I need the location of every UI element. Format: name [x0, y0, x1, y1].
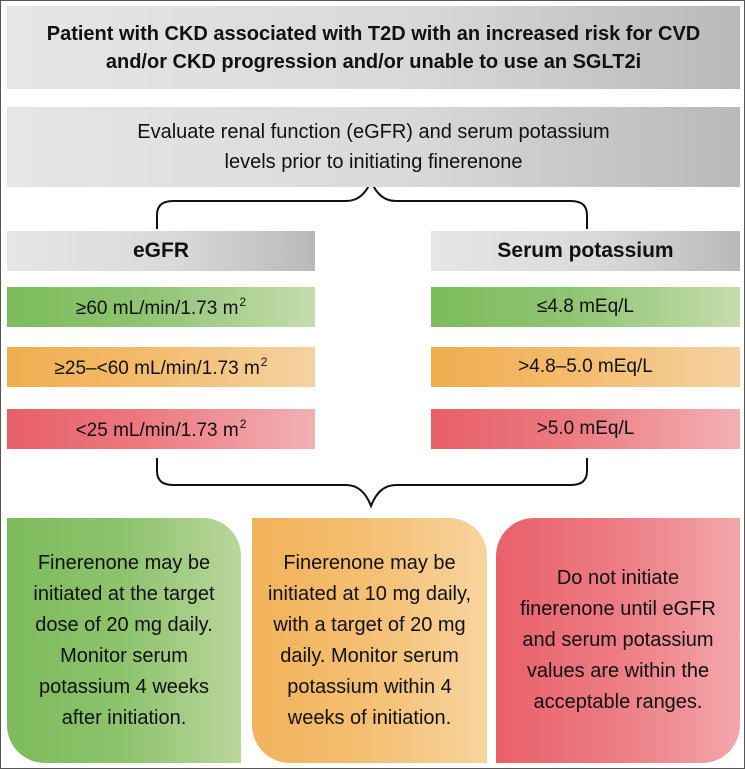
- potassium-heading: Serum potassium: [497, 239, 674, 262]
- potassium-row-label: ≤4.8 mEq/L: [536, 296, 635, 317]
- outcome-green: Finerenone may be initiated at the targe…: [7, 518, 241, 763]
- evaluate-text: Evaluate renal function (eGFR) and serum…: [137, 121, 610, 173]
- evaluate-box: Evaluate renal function (eGFR) and serum…: [7, 107, 740, 187]
- potassium-row-label: >4.8–5.0 mEq/L: [518, 356, 653, 377]
- egfr-row-label: ≥60 mL/min/1.73 m2: [75, 294, 247, 319]
- outcome-red-text: Do not initiate finerenone until eGFR an…: [520, 567, 716, 713]
- outcome-orange: Finerenone may be initiated at 10 mg dai…: [252, 518, 487, 763]
- outcome-green-text: Finerenone may be initiated at the targe…: [33, 551, 215, 729]
- top-brace: [156, 178, 588, 229]
- potassium-heading-box: Serum potassium: [431, 231, 740, 271]
- egfr-heading-box: eGFR: [7, 231, 315, 271]
- egfr-row-green: ≥60 mL/min/1.73 m2: [7, 287, 315, 327]
- egfr-row-red: <25 mL/min/1.73 m2: [7, 409, 315, 449]
- egfr-row-label: <25 mL/min/1.73 m2: [75, 416, 247, 441]
- potassium-row-red: >5.0 mEq/L: [431, 409, 740, 449]
- potassium-row-orange: >4.8–5.0 mEq/L: [431, 347, 740, 387]
- outcome-red: Do not initiate finerenone until eGFR an…: [496, 518, 740, 763]
- bottom-brace: [156, 458, 588, 509]
- potassium-row-green: ≤4.8 mEq/L: [431, 287, 740, 327]
- outcome-orange-text: Finerenone may be initiated at 10 mg dai…: [267, 551, 472, 729]
- patient-title: Patient with CKD associated with T2D wit…: [46, 22, 701, 73]
- potassium-row-label: >5.0 mEq/L: [536, 418, 635, 439]
- egfr-row-orange: ≥25–<60 mL/min/1.73 m2: [7, 347, 315, 387]
- egfr-heading: eGFR: [132, 239, 189, 262]
- egfr-row-label: ≥25–<60 mL/min/1.73 m2: [54, 354, 268, 379]
- patient-title-box: Patient with CKD associated with T2D wit…: [7, 6, 740, 89]
